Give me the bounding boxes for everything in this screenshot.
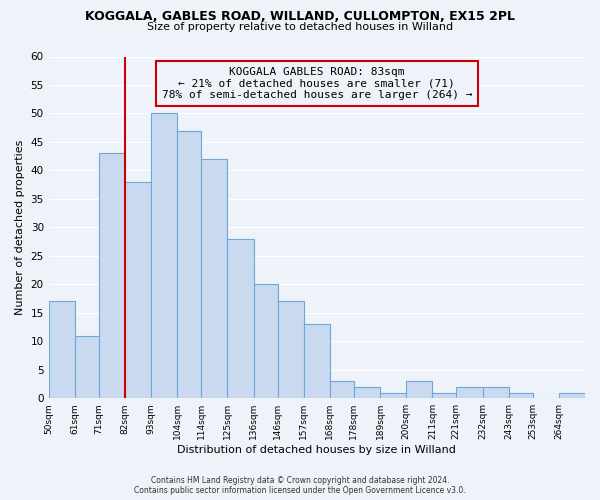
Text: Size of property relative to detached houses in Willand: Size of property relative to detached ho… xyxy=(147,22,453,32)
Bar xyxy=(201,159,227,398)
Bar xyxy=(254,284,278,398)
Bar xyxy=(354,387,380,398)
Bar xyxy=(278,302,304,398)
X-axis label: Distribution of detached houses by size in Willand: Distribution of detached houses by size … xyxy=(178,445,456,455)
Text: KOGGALA GABLES ROAD: 83sqm
← 21% of detached houses are smaller (71)
78% of semi: KOGGALA GABLES ROAD: 83sqm ← 21% of deta… xyxy=(161,67,472,100)
Bar xyxy=(482,387,509,398)
Bar xyxy=(380,392,406,398)
Bar xyxy=(330,381,354,398)
Text: KOGGALA, GABLES ROAD, WILLAND, CULLOMPTON, EX15 2PL: KOGGALA, GABLES ROAD, WILLAND, CULLOMPTO… xyxy=(85,10,515,23)
Y-axis label: Number of detached properties: Number of detached properties xyxy=(15,140,25,315)
Bar xyxy=(227,238,254,398)
Bar xyxy=(125,182,151,398)
Bar xyxy=(433,392,456,398)
Bar xyxy=(49,302,75,398)
Text: Contains HM Land Registry data © Crown copyright and database right 2024.
Contai: Contains HM Land Registry data © Crown c… xyxy=(134,476,466,495)
Bar xyxy=(178,130,201,398)
Bar xyxy=(304,324,330,398)
Bar xyxy=(509,392,533,398)
Bar xyxy=(75,336,99,398)
Bar xyxy=(99,154,125,398)
Bar xyxy=(456,387,482,398)
Bar xyxy=(406,381,433,398)
Bar xyxy=(559,392,585,398)
Bar xyxy=(151,114,178,398)
